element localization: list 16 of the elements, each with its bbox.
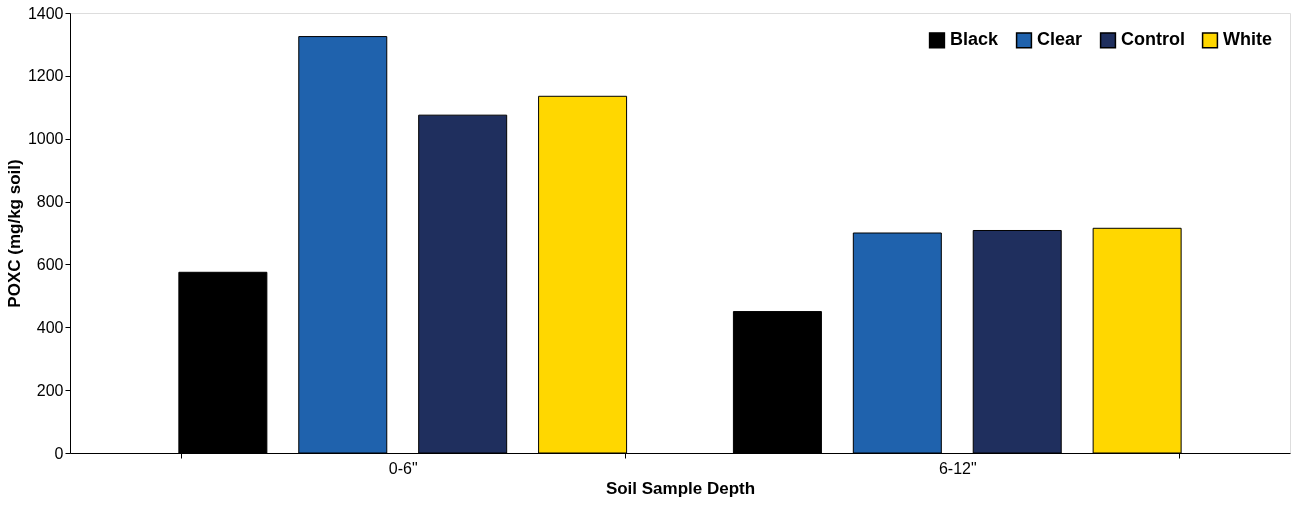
y-tick-label: 1000 xyxy=(27,130,64,148)
y-tick-label: 600 xyxy=(36,255,64,273)
y-tick-label: 400 xyxy=(36,318,64,336)
y-axis-title: POXC (mg/kg soil) xyxy=(4,159,24,308)
x-axis-title: Soil Sample Depth xyxy=(605,478,756,498)
legend-label: White xyxy=(1223,29,1272,50)
y-tick-label: 1400 xyxy=(27,4,64,22)
y-tick-label: 1200 xyxy=(27,67,64,85)
y-tick-label: 0 xyxy=(54,444,64,462)
legend-label: Black xyxy=(950,29,1000,50)
x-tick-label: 0-6" xyxy=(388,459,418,477)
y-tick-label: 800 xyxy=(36,193,64,211)
legend-label: Control xyxy=(1121,29,1185,50)
x-tick-label: 6-12" xyxy=(938,459,977,477)
legend-label: Clear xyxy=(1037,29,1083,50)
y-tick-label: 200 xyxy=(36,381,64,399)
